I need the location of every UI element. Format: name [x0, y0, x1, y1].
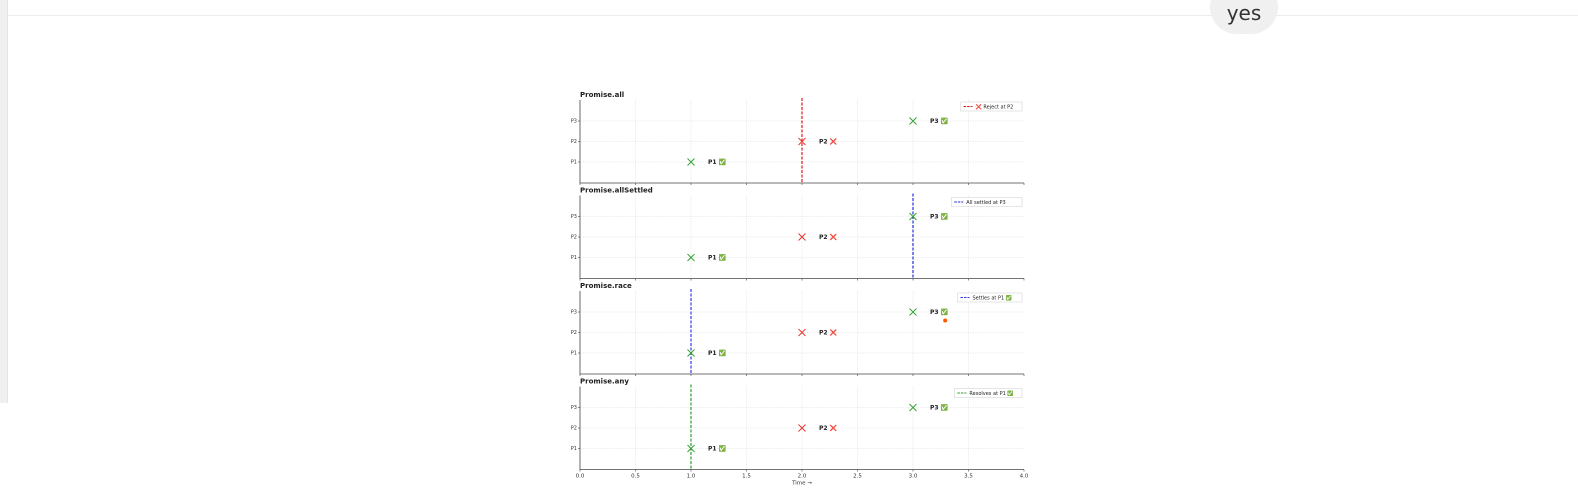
point-p2-label: P2 ❌	[819, 424, 838, 432]
point-p1-marker	[687, 444, 695, 453]
legend-box	[960, 101, 1023, 112]
x-tick-label: 3.0	[909, 474, 918, 480]
y-tick-label: P2	[571, 330, 577, 336]
point-p1-label: P1 ✅	[708, 349, 727, 357]
x-axis-label: Time →	[791, 481, 812, 487]
orange-dot	[943, 318, 948, 323]
user-message-text: yes	[1226, 1, 1262, 25]
legend-box	[951, 197, 1023, 207]
point-p2-marker	[798, 328, 806, 337]
y-tick-label: P2	[571, 235, 577, 241]
point-p1-marker	[687, 253, 695, 262]
point-p3-label: P3 ✅	[930, 117, 949, 125]
y-tick-label: P3	[571, 310, 577, 316]
legend-label: ❌ Reject at P2	[976, 103, 1014, 110]
panel-title-1: Promise.allSettled	[580, 187, 653, 195]
x-tick-label: 0.5	[631, 474, 640, 480]
x-tick-label: 3.5	[964, 474, 973, 480]
y-tick-label: P1	[571, 351, 577, 357]
y-tick-label: P1	[571, 255, 577, 261]
y-tick-label: P3	[571, 119, 577, 125]
panel-title-3: Promise.any	[580, 378, 629, 386]
point-p3-marker	[909, 212, 917, 221]
legend-label: Settles at P1 ✅	[973, 294, 1012, 301]
y-tick-label: P2	[571, 426, 577, 432]
promise-comparison-figure: Promise.all P1 P2 P3 P1 ✅ P2 ❌ P3 ✅ ❌ Reject at…	[571, 91, 1029, 487]
user-message-bubble: yes	[1210, 0, 1278, 34]
header-divider	[8, 15, 1578, 16]
x-tick-label: 1.0	[687, 474, 696, 480]
point-p2-marker	[798, 424, 806, 432]
legend-label: All settled at P3	[966, 200, 1005, 206]
x-tick-label: 0.0	[576, 474, 585, 480]
sidebar-edge	[0, 0, 8, 403]
point-p2-label: P2 ❌	[819, 329, 838, 337]
point-p3-label: P3 ✅	[930, 213, 949, 221]
point-p1-label: P1 ✅	[708, 445, 727, 453]
point-p1-marker	[687, 349, 695, 357]
x-tick-label: 1.5	[742, 474, 751, 480]
point-p3-label: P3 ✅	[930, 404, 949, 412]
point-p2-label: P2 ❌	[819, 138, 838, 146]
x-tick-label: 4.0	[1020, 474, 1029, 480]
point-p3-marker	[909, 117, 917, 125]
legend-label: Resolves at P1 ✅	[969, 390, 1013, 397]
y-tick-label: P3	[571, 405, 577, 411]
legend-box	[954, 388, 1023, 398]
point-p3-marker	[909, 403, 917, 412]
y-tick-label: P2	[571, 139, 577, 145]
point-p2-marker	[798, 233, 806, 241]
point-p3-label: P3 ✅	[930, 308, 949, 316]
point-p2-label: P2 ❌	[819, 233, 838, 241]
point-p1-label: P1 ✅	[708, 254, 727, 262]
y-tick-label: P3	[571, 214, 577, 220]
point-p1-marker	[687, 158, 695, 166]
panel-title-2: Promise.race	[580, 282, 632, 290]
point-p2-marker	[798, 137, 806, 146]
legend-box	[957, 292, 1023, 303]
x-tick-label: 2.5	[853, 474, 862, 480]
panel-title-0: Promise.all	[580, 91, 624, 99]
point-p3-marker	[909, 308, 917, 316]
y-tick-label: P1	[571, 446, 577, 452]
y-tick-label: P1	[571, 160, 577, 166]
point-p1-label: P1 ✅	[708, 158, 727, 166]
x-tick-label: 2.0	[798, 474, 807, 480]
